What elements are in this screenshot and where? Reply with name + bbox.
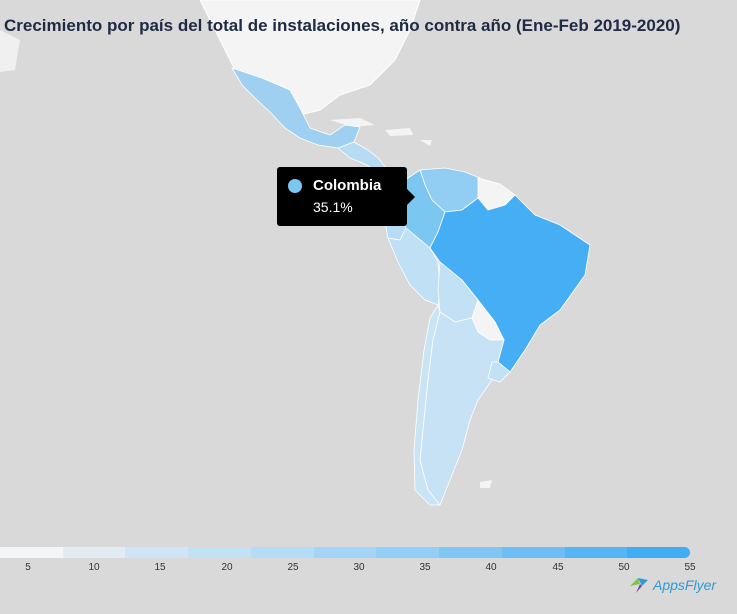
- appsflyer-logo: AppsFlyer: [628, 576, 716, 594]
- country-uruguay[interactable]: [487, 361, 511, 383]
- legend-segment: [62, 547, 126, 558]
- legend-tick: 35: [419, 562, 431, 573]
- legend-tick: 15: [154, 562, 166, 573]
- legend-segment: [188, 547, 251, 558]
- legend-segment: [0, 547, 63, 558]
- legend-tick: 40: [485, 562, 497, 573]
- tooltip-color-dot: [288, 179, 302, 193]
- appsflyer-leaf-icon: [630, 578, 648, 593]
- country-argentina[interactable]: [419, 311, 505, 506]
- top-left-landmass: [0, 30, 20, 72]
- legend-segment: [250, 547, 314, 558]
- appsflyer-logo-text: AppsFlyer: [653, 577, 717, 593]
- legend-segment: [125, 547, 189, 558]
- legend-segment: [627, 547, 691, 558]
- legend-tick: 10: [88, 562, 100, 573]
- legend-tick: 30: [353, 562, 365, 573]
- chart-title: Crecimiento por país del total de instal…: [4, 16, 681, 35]
- legend-segment: [313, 547, 377, 558]
- legend-tick: 45: [552, 562, 564, 573]
- legend-segment: [439, 547, 502, 558]
- tooltip-country-name: Colombia: [313, 177, 382, 194]
- falkland-islands: [480, 480, 492, 488]
- legend-segment: [501, 547, 565, 558]
- legend-tick: 5: [25, 562, 31, 573]
- tooltip-value: 35.1%: [313, 199, 353, 215]
- legend-tick: 20: [221, 562, 233, 573]
- legend-tick: 50: [618, 562, 630, 573]
- legend-tick: 55: [684, 562, 696, 573]
- legend-segment: [564, 547, 628, 558]
- country-tooltip: Colombia 35.1%: [277, 167, 415, 226]
- caribbean-islands: [330, 118, 432, 146]
- color-scale-legend: [0, 547, 691, 558]
- legend-segment: [376, 547, 440, 558]
- legend-tick: 25: [287, 562, 299, 573]
